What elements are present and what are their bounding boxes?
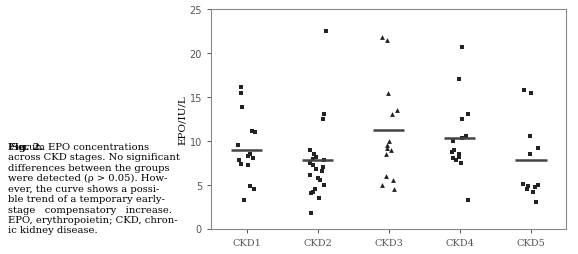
Point — [522, 187, 531, 191]
Point — [240, 199, 249, 203]
Point — [312, 155, 321, 159]
Point — [250, 131, 259, 135]
Point — [247, 130, 257, 134]
Point — [317, 170, 326, 174]
Point — [311, 167, 320, 171]
Point — [464, 113, 473, 117]
Point — [308, 157, 317, 162]
Point — [243, 154, 253, 158]
Point — [306, 211, 316, 215]
Point — [455, 152, 464, 156]
Point — [449, 139, 458, 143]
Point — [383, 144, 392, 148]
Point — [457, 137, 466, 141]
Point — [531, 200, 540, 204]
Point — [243, 164, 253, 168]
Point — [234, 144, 243, 148]
Point — [388, 179, 398, 183]
Point — [305, 161, 314, 165]
Point — [533, 146, 543, 150]
Point — [519, 88, 528, 92]
Point — [305, 173, 314, 177]
Point — [309, 164, 318, 168]
Point — [246, 152, 255, 156]
Point — [458, 117, 467, 121]
Point — [236, 162, 245, 166]
Point — [456, 161, 465, 165]
Point — [525, 152, 535, 156]
Point — [518, 182, 528, 186]
Point — [447, 151, 457, 155]
Point — [525, 135, 535, 139]
Point — [377, 183, 387, 187]
Point — [454, 155, 464, 159]
Point — [523, 185, 532, 189]
Point — [377, 36, 387, 40]
Point — [310, 187, 319, 191]
Point — [321, 30, 330, 34]
Point — [450, 148, 459, 152]
Point — [316, 179, 325, 183]
Point — [315, 196, 324, 200]
Point — [250, 187, 259, 191]
Point — [236, 91, 246, 95]
Point — [314, 176, 323, 180]
Point — [306, 148, 315, 152]
Point — [319, 113, 328, 117]
Point — [383, 91, 392, 95]
Point — [382, 146, 391, 150]
Point — [234, 158, 243, 163]
Point — [236, 86, 246, 90]
Text: Serum EPO concentrations
across CKD stages. No significant
differences between t: Serum EPO concentrations across CKD stag… — [8, 142, 180, 234]
Y-axis label: EPO/IU/L: EPO/IU/L — [177, 94, 187, 144]
Point — [527, 91, 536, 95]
Point — [390, 187, 399, 191]
Point — [448, 157, 457, 161]
Point — [455, 78, 464, 82]
Point — [388, 113, 397, 117]
Point — [528, 190, 538, 194]
Point — [381, 174, 391, 178]
Point — [310, 152, 319, 156]
Point — [307, 192, 316, 196]
Point — [309, 190, 318, 194]
Point — [451, 158, 461, 163]
Point — [533, 183, 543, 187]
Point — [457, 46, 466, 50]
Point — [319, 158, 328, 163]
Point — [461, 135, 470, 139]
Point — [236, 163, 245, 167]
Point — [318, 165, 327, 169]
Point — [246, 185, 255, 189]
Point — [392, 109, 401, 113]
Point — [386, 148, 395, 152]
Point — [248, 157, 257, 161]
Point — [383, 39, 392, 43]
Point — [384, 139, 394, 143]
Point — [381, 152, 391, 156]
Text: Fig. 2.: Fig. 2. — [8, 142, 43, 151]
Point — [531, 185, 540, 189]
Point — [319, 183, 328, 187]
Point — [237, 106, 246, 110]
Point — [319, 117, 328, 121]
Point — [464, 199, 473, 203]
